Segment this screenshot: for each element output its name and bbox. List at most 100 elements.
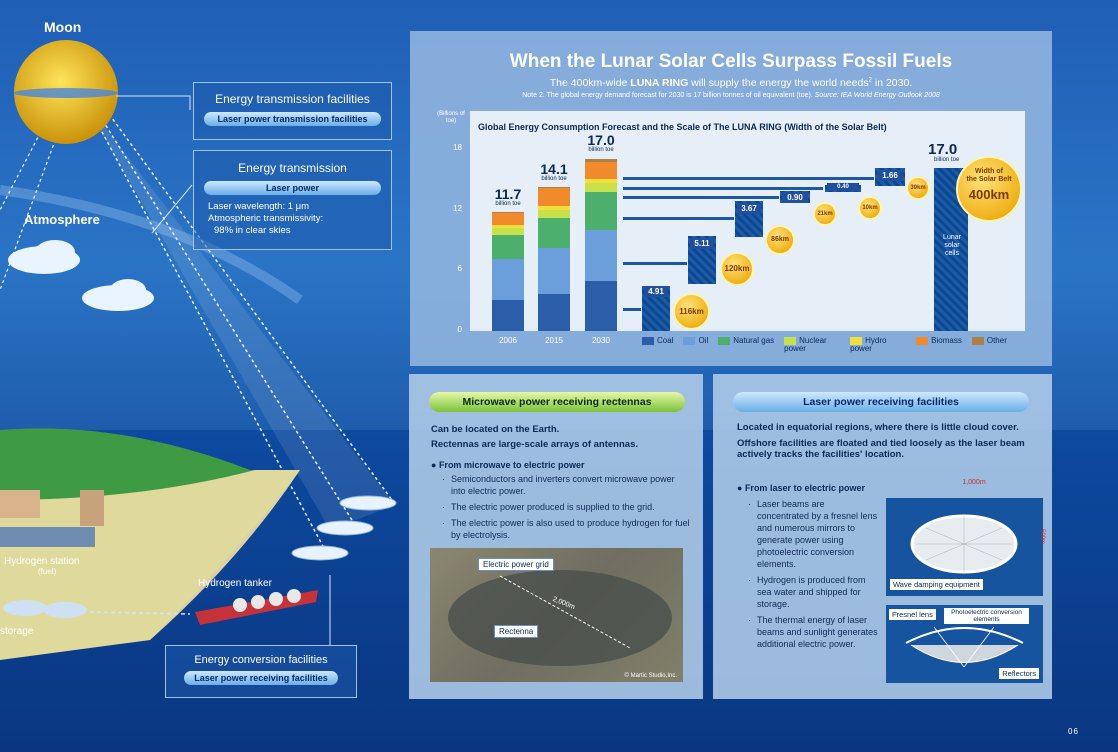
panel-note: Note 2. The global energy demand forecas… (522, 92, 940, 99)
transmissivity-value: 98% in clear skies (214, 225, 291, 236)
energy-transmission-title: Energy transmission (238, 161, 347, 175)
microwave-bullet: Semiconductors and inverters convert mic… (441, 473, 691, 497)
arrow-gas (623, 217, 734, 220)
value-oil: 5.11 (690, 238, 714, 249)
legend-item: Nuclear power (784, 336, 827, 354)
value-nuclear: 0.90 (782, 192, 808, 203)
microwave-bullet: The electric power produced is supplied … (441, 501, 691, 513)
laser-bullet: Laser beams are concentrated by a fresne… (747, 498, 879, 570)
bar-segment-nuclear-power (492, 227, 524, 235)
panel-subtitle: The 400km-wide LUNA RING will supply the… (549, 77, 913, 89)
bar-segment-coal (585, 281, 617, 331)
rectenna-label: Rectenna (494, 625, 539, 638)
laser-pill: Laser power receiving facilities (733, 392, 1029, 412)
fresnel-label: Fresnel lens (889, 609, 936, 620)
grid-label: Electric power grid (478, 558, 554, 571)
bar-segment-other (492, 212, 524, 213)
laser-power-pill: Laser power (204, 181, 381, 195)
laser-line1: Located in equatorial regions, where the… (737, 422, 1019, 433)
bar-segment-oil (492, 259, 524, 300)
atmospheric-transmissivity: Atmospheric transmissivity: (208, 213, 324, 224)
legend-swatch (683, 337, 696, 345)
laser-panel: Laser power receiving facilities Located… (713, 374, 1052, 699)
hydrogen-station-label: Hydrogen station (4, 556, 80, 567)
bar-segment-hydro-power (492, 224, 524, 228)
hydrogen-tanker-label: Hydrogen tanker (198, 578, 272, 589)
arrow-biomass (623, 177, 874, 180)
bubble-hydro: 10km (858, 196, 882, 220)
microwave-pill: Microwave power receiving rectennas (429, 392, 685, 412)
bar-segment-natural-gas (585, 192, 617, 230)
microwave-bullet: The electric power is also used to produ… (441, 517, 691, 541)
legend-item: Biomass (916, 337, 962, 345)
energy-conversion-title: Energy conversion facilities (194, 654, 328, 666)
bar-segment-oil (585, 229, 617, 282)
storage-label: storage (0, 626, 34, 637)
legend-item: Hydro power (850, 336, 887, 354)
bubble-biomass: 39km (906, 176, 930, 200)
arrow-coal (623, 308, 641, 311)
bar-segment-natural-gas (538, 217, 570, 249)
bar-segment-oil (538, 248, 570, 294)
y-axis-label: (Billions of toe) (437, 111, 465, 124)
energy-conversion-box: Energy conversion facilities Laser power… (165, 645, 357, 698)
laser-bullets: Laser beams are concentrated by a fresne… (747, 498, 879, 654)
panel-title: When the Lunar Solar Cells Surpass Fossi… (509, 51, 953, 72)
left-illustration (0, 40, 397, 660)
chart-title: Global Energy Consumption Forecast and t… (478, 122, 887, 132)
legend-item: Oil (683, 337, 708, 345)
bar-segment-hydro-power (585, 179, 617, 184)
value-hydro: 0.40 (827, 183, 859, 191)
conversion-pill: Laser power receiving facilities (184, 671, 338, 685)
photoelectric-label: Photoelectric conversion elements (944, 608, 1029, 624)
energy-transmission-box: Energy transmission Laser power Laser wa… (193, 150, 392, 250)
photo-credit: © Martic Studio,Inc. (624, 673, 677, 679)
arrow-nuclear (623, 196, 779, 199)
bar-segment-biomass (538, 188, 570, 206)
bar-total-label: 17.0 billion toe (587, 132, 615, 154)
legend-swatch (642, 337, 654, 345)
bar-segment-hydro-power (538, 205, 570, 210)
forecast-panel: When the Lunar Solar Cells Surpass Fossi… (410, 31, 1052, 366)
microwave-head: ● From microwave to electric power (431, 460, 585, 470)
laser-bullet: The thermal energy of laser beams and su… (747, 614, 879, 650)
atmosphere-label: Atmosphere (24, 212, 100, 227)
bar-total-label: 14.1 billion toe (540, 161, 568, 183)
bubble-oil: 120km (720, 252, 754, 286)
x-tick-label: 2006 (499, 336, 517, 345)
arrow-oil (623, 262, 687, 265)
microwave-line2: Rectennas are large-scale arrays of ante… (431, 439, 638, 450)
wave-damping-label: Wave damping equipment (890, 579, 983, 590)
laser-line2: Offshore facilities are floated and tied… (737, 438, 1025, 460)
y-tick-label: 6 (457, 264, 462, 274)
legend-item: Coal (642, 337, 673, 345)
value-biomass: 1.66 (877, 170, 903, 181)
reflectors-label: Reflectors (999, 668, 1039, 679)
laser-wavelength: Laser wavelength: 1 μm (208, 201, 310, 212)
legend-item: Other (971, 337, 1007, 345)
value-coal: 4.91 (644, 286, 668, 297)
bar-segment-other (585, 159, 617, 163)
legend-swatch (718, 337, 731, 345)
bar-segment-biomass (585, 162, 617, 180)
dimension-500: 500m (1039, 529, 1045, 545)
facility-side-view: Fresnel lens Photoelectric conversion el… (886, 605, 1043, 683)
moon-label: Moon (44, 19, 82, 35)
y-tick-label: 0 (457, 325, 462, 334)
hydrogen-station-sub: (fuel) (38, 567, 57, 576)
bar-segment-coal (538, 293, 570, 331)
bubble-gas: 86km (765, 225, 795, 255)
transmission-facilities-pill: Laser power transmission facilities (204, 112, 381, 126)
legend-item: Natural gas (718, 337, 774, 345)
y-tick-label: 12 (453, 203, 462, 213)
bar-segment-natural-gas (492, 234, 524, 260)
microwave-bullets: Semiconductors and inverters convert mic… (441, 473, 691, 545)
microwave-panel: Microwave power receiving rectennas Can … (409, 374, 703, 699)
value-gas: 3.67 (737, 203, 761, 214)
arrow-hydro (623, 187, 823, 190)
legend-swatch (784, 337, 797, 345)
bar-segment-biomass (492, 212, 524, 225)
solar-belt-bubble: Width of the Solar Belt 400km (956, 156, 1022, 222)
x-tick-label: 2015 (545, 336, 563, 345)
lunar-cells-label: Lunar solar cells (943, 234, 961, 257)
